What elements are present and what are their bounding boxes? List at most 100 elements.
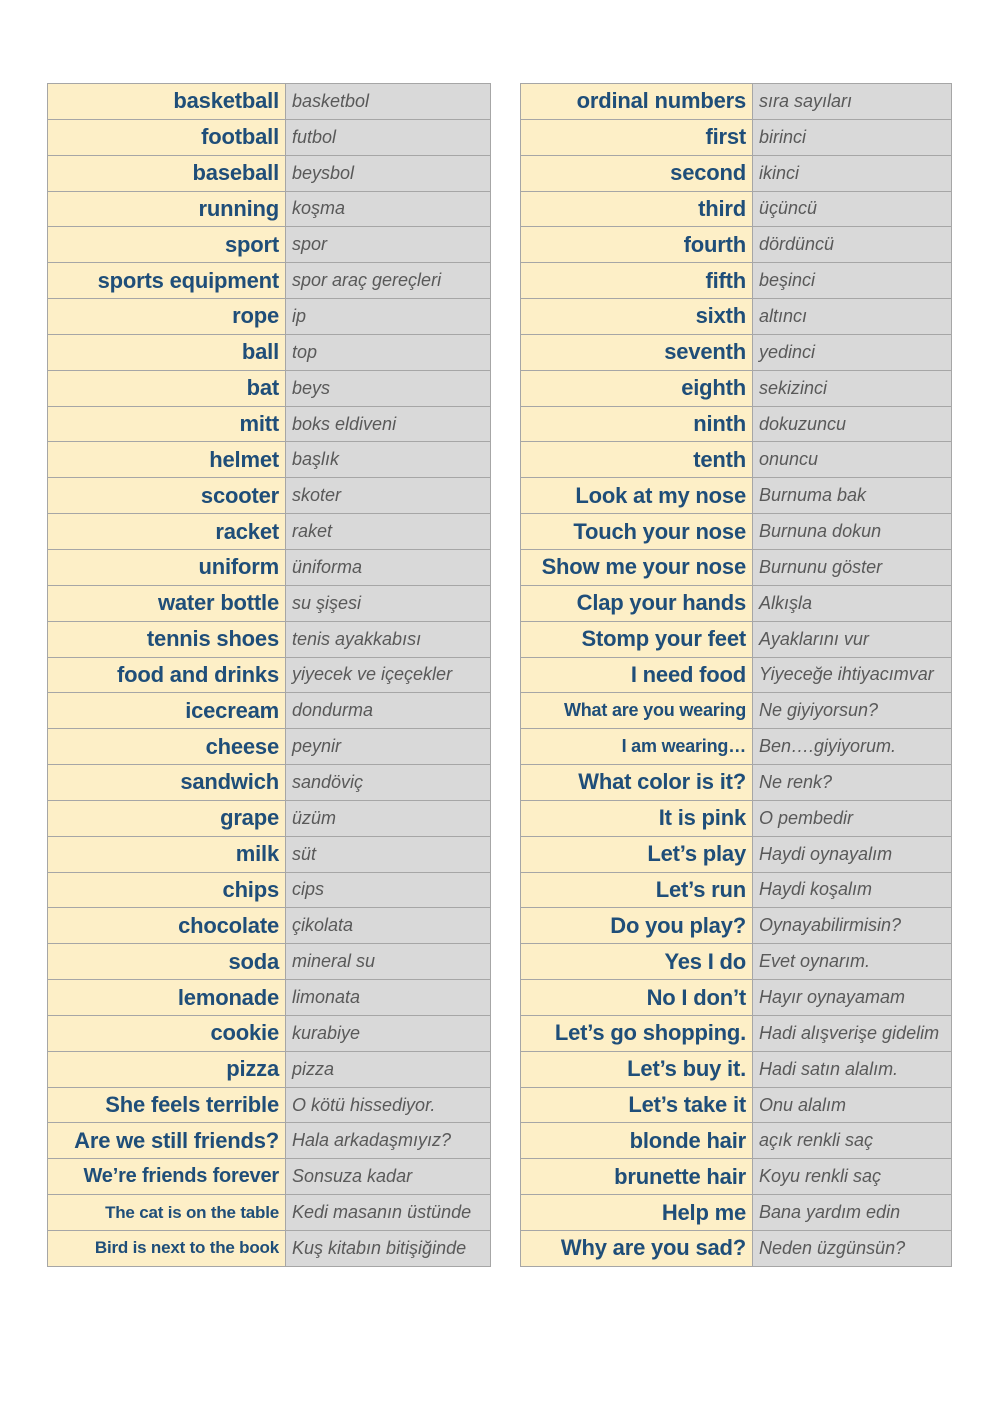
english-term: lemonade xyxy=(47,979,286,1016)
turkish-translation: Haydi oynayalım xyxy=(752,835,952,873)
english-term: mitt xyxy=(47,405,286,443)
english-term: water bottle xyxy=(47,584,286,622)
vocab-row: Help me Bana yardım edin xyxy=(520,1194,952,1231)
english-term: uniform xyxy=(47,548,286,586)
english-term: seventh xyxy=(520,333,753,371)
english-term: The cat is on the table xyxy=(47,1194,286,1231)
turkish-translation: cips xyxy=(285,871,491,909)
turkish-translation: süt xyxy=(285,835,491,873)
turkish-translation: üzüm xyxy=(285,799,491,837)
turkish-translation: dördüncü xyxy=(752,226,952,264)
vocab-row: What color is it? Ne renk? xyxy=(520,764,952,801)
turkish-translation: beysbol xyxy=(285,154,491,192)
english-term: Clap your hands xyxy=(520,584,753,622)
vocab-row: I am wearing… Ben….giyiyorum. xyxy=(520,728,952,766)
turkish-translation: O kötü hissediyor. xyxy=(285,1086,491,1124)
turkish-translation: onuncu xyxy=(752,441,952,479)
turkish-translation: Ayaklarını vur xyxy=(752,620,952,658)
english-term: brunette hair xyxy=(520,1158,753,1196)
english-term: fifth xyxy=(520,262,753,300)
turkish-translation: sıra sayıları xyxy=(752,83,952,120)
turkish-translation: koşma xyxy=(285,190,491,228)
english-term: football xyxy=(47,118,286,156)
english-term: running xyxy=(47,190,286,228)
vocab-row: ninth dokuzuncu xyxy=(520,405,952,443)
vocab-row: She feels terrible O kötü hissediyor. xyxy=(47,1086,491,1124)
vocab-row: ball top xyxy=(47,333,491,371)
left-vocabulary-table: basketball basketbol football futbol basebal… xyxy=(47,83,491,1267)
turkish-translation: Alkışla xyxy=(752,584,952,622)
english-term: ordinal numbers xyxy=(520,83,753,120)
turkish-translation: Sonsuza kadar xyxy=(285,1158,491,1196)
vocab-row: ordinal numbers sıra sayıları xyxy=(520,83,952,120)
turkish-translation: dondurma xyxy=(285,692,491,730)
english-term: Let’s buy it. xyxy=(520,1050,753,1088)
vocab-row: food and drinks yiyecek ve içeçekler xyxy=(47,656,491,694)
vocab-row: What are you wearing Ne giyiyorsun? xyxy=(520,692,952,730)
english-term: She feels terrible xyxy=(47,1086,286,1124)
vocab-row: Let’s buy it. Hadi satın alalım. xyxy=(520,1050,952,1088)
vocab-row: running koşma xyxy=(47,190,491,228)
english-term: racket xyxy=(47,513,286,550)
vocab-row: Are we still friends? Hala arkadaşmıyız? xyxy=(47,1122,491,1160)
turkish-translation: Kedi masanın üstünde xyxy=(285,1194,491,1231)
vocab-row: mitt boks eldiveni xyxy=(47,405,491,443)
turkish-translation: altıncı xyxy=(752,298,952,335)
english-term: Are we still friends? xyxy=(47,1122,286,1160)
english-term: We’re friends forever xyxy=(47,1158,286,1196)
english-term: I am wearing… xyxy=(520,728,753,766)
vocab-row: The cat is on the table Kedi masanın üstü… xyxy=(47,1194,491,1231)
turkish-translation: Yiyeceğe ihtiyacımvar xyxy=(752,656,952,694)
english-term: grape xyxy=(47,799,286,837)
turkish-translation: beys xyxy=(285,369,491,407)
vocab-row: blonde hair açık renkli saç xyxy=(520,1122,952,1160)
english-term: chocolate xyxy=(47,907,286,945)
turkish-translation: üçüncü xyxy=(752,190,952,228)
turkish-translation: spor araç gereçleri xyxy=(285,262,491,300)
vocab-row: tenth onuncu xyxy=(520,441,952,479)
vocab-row: tennis shoes tenis ayakkabısı xyxy=(47,620,491,658)
vocab-row: racket raket xyxy=(47,513,491,550)
english-term: Let’s take it xyxy=(520,1086,753,1124)
turkish-translation: Evet oynarım. xyxy=(752,943,952,981)
vocab-row: chips cips xyxy=(47,871,491,909)
turkish-translation: sandöviç xyxy=(285,764,491,801)
english-term: sports equipment xyxy=(47,262,286,300)
english-term: I need food xyxy=(520,656,753,694)
vocab-row: brunette hair Koyu renkli saç xyxy=(520,1158,952,1196)
turkish-translation: Burnuma bak xyxy=(752,477,952,515)
vocab-row: rope ip xyxy=(47,298,491,335)
turkish-translation: pizza xyxy=(285,1050,491,1088)
turkish-translation: Onu alalım xyxy=(752,1086,952,1124)
vocab-row: scooter skoter xyxy=(47,477,491,515)
vocab-row: Yes I do Evet oynarım. xyxy=(520,943,952,981)
vocab-row: football futbol xyxy=(47,118,491,156)
english-term: tenth xyxy=(520,441,753,479)
turkish-translation: yiyecek ve içeçekler xyxy=(285,656,491,694)
vocab-row: second ikinci xyxy=(520,154,952,192)
turkish-translation: O pembedir xyxy=(752,799,952,837)
turkish-translation: Hayır oynayamam xyxy=(752,979,952,1016)
english-term: Let’s play xyxy=(520,835,753,873)
turkish-translation: peynir xyxy=(285,728,491,766)
right-vocabulary-table: ordinal numbers sıra sayıları first birinci… xyxy=(520,83,952,1267)
english-term: What color is it? xyxy=(520,764,753,801)
vocab-row: Bird is next to the book Kuş kitabın biti… xyxy=(47,1230,491,1267)
english-term: Bird is next to the book xyxy=(47,1230,286,1267)
turkish-translation: Kuş kitabın bitişiğinde xyxy=(285,1230,491,1267)
vocab-row: Let’s go shopping. Hadi alışverişe gideli… xyxy=(520,1014,952,1052)
turkish-translation: Ne giyiyorsun? xyxy=(752,692,952,730)
english-term: chips xyxy=(47,871,286,909)
english-term: icecream xyxy=(47,692,286,730)
vocab-row: chocolate çikolata xyxy=(47,907,491,945)
vocab-row: fourth dördüncü xyxy=(520,226,952,264)
vocab-row: bat beys xyxy=(47,369,491,407)
english-term: Let’s go shopping. xyxy=(520,1014,753,1052)
english-term: helmet xyxy=(47,441,286,479)
turkish-translation: başlık xyxy=(285,441,491,479)
turkish-translation: üniforma xyxy=(285,548,491,586)
turkish-translation: raket xyxy=(285,513,491,550)
english-term: third xyxy=(520,190,753,228)
vocab-row: pizza pizza xyxy=(47,1050,491,1088)
vocab-row: Let’s play Haydi oynayalım xyxy=(520,835,952,873)
